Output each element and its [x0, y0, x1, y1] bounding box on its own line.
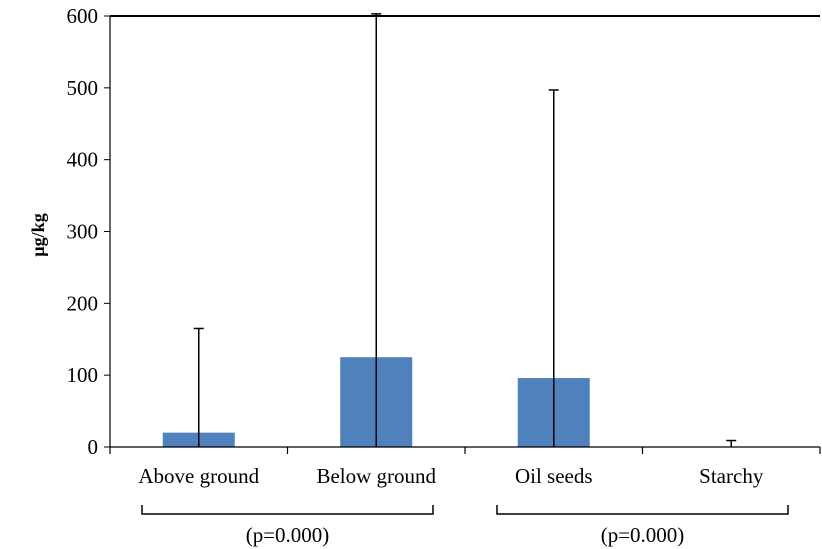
category-label: Above ground [138, 464, 259, 488]
group-bracket [496, 505, 789, 515]
axes [109, 15, 821, 454]
y-tick-label: 400 [67, 148, 99, 172]
y-tick-label: 100 [67, 363, 99, 387]
y-axis-ticks: 0 100 200 300 400 500 600 [67, 4, 110, 459]
y-tick-label: 600 [67, 4, 99, 28]
group-bracket [141, 505, 434, 515]
error-bars [193, 13, 737, 447]
category-label: Below ground [316, 464, 436, 488]
category-label: Oil seeds [515, 464, 593, 488]
y-axis-label: µg/kg [28, 213, 48, 256]
y-tick-label: 0 [88, 435, 99, 459]
y-tick-label: 500 [67, 76, 99, 100]
category-labels: Above ground Below ground Oil seeds Starchy [138, 464, 763, 488]
group-brackets: (p=0.000) (p=0.000) [141, 505, 789, 547]
group-label: (p=0.000) [246, 523, 330, 547]
y-tick-label: 200 [67, 291, 99, 315]
y-tick-label: 300 [67, 220, 99, 244]
category-label: Starchy [699, 464, 764, 488]
group-label: (p=0.000) [601, 523, 685, 547]
